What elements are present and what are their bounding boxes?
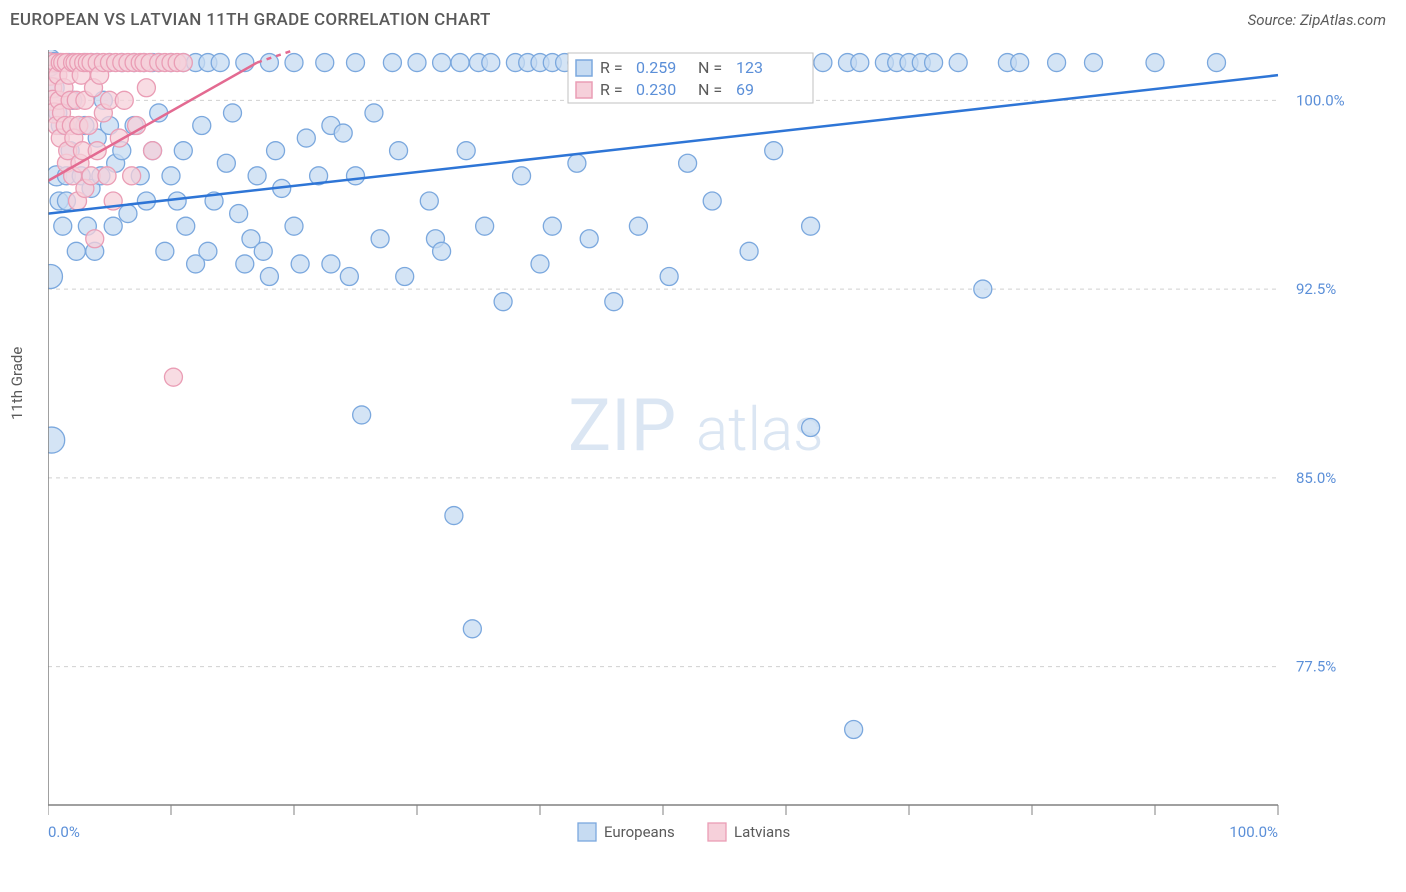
svg-text:Europeans: Europeans — [604, 823, 675, 841]
scatter-chart: 100.0%92.5%85.0%77.5%ZIPatlas0.0%100.0%R… — [48, 50, 1388, 880]
svg-text:92.5%: 92.5% — [1296, 280, 1336, 298]
svg-text:R =: R = — [600, 80, 623, 99]
svg-text:0.230: 0.230 — [636, 80, 676, 99]
svg-text:85.0%: 85.0% — [1296, 469, 1336, 487]
svg-text:0.259: 0.259 — [636, 58, 676, 77]
svg-text:R =: R = — [600, 58, 623, 77]
source-label: Source: ZipAtlas.com — [1248, 11, 1386, 29]
chart-container: 100.0%92.5%85.0%77.5%ZIPatlas0.0%100.0%R… — [48, 50, 1388, 830]
chart-title: EUROPEAN VS LATVIAN 11TH GRADE CORRELATI… — [10, 10, 491, 30]
svg-text:100.0%: 100.0% — [1229, 823, 1278, 841]
svg-text:69: 69 — [736, 80, 754, 99]
svg-text:123: 123 — [736, 58, 763, 77]
svg-text:Latvians: Latvians — [734, 823, 790, 841]
svg-text:77.5%: 77.5% — [1296, 658, 1336, 676]
y-axis-label: 11th Grade — [8, 347, 26, 420]
svg-text:ZIP: ZIP — [568, 383, 676, 468]
svg-text:100.0%: 100.0% — [1296, 91, 1345, 109]
svg-text:0.0%: 0.0% — [48, 823, 80, 841]
svg-text:N =: N = — [698, 80, 722, 99]
svg-text:N =: N = — [698, 58, 722, 77]
